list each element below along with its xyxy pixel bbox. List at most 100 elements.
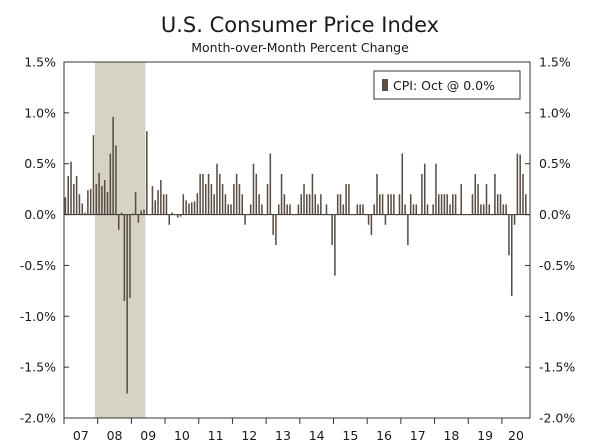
bar: [297, 204, 300, 215]
chart-subtitle: Month-over-Month Percent Change: [191, 40, 409, 55]
bar: [81, 203, 84, 215]
bar: [440, 194, 443, 215]
bar: [101, 186, 103, 215]
bar: [477, 184, 479, 215]
bar: [255, 173, 258, 215]
bar: [154, 200, 156, 215]
y-tick-label-left: 0.0%: [24, 207, 56, 222]
x-tick-label: 14: [309, 428, 325, 443]
bar: [199, 173, 201, 215]
bar: [494, 173, 496, 215]
bar: [480, 204, 482, 215]
bar: [505, 204, 507, 215]
y-tick-label-left: 1.0%: [24, 105, 56, 120]
bar: [249, 204, 252, 215]
bar: [193, 201, 196, 215]
bar: [348, 184, 350, 215]
bar: [359, 204, 361, 215]
bar: [160, 179, 162, 215]
x-tick-label: 18: [443, 428, 459, 443]
bar: [185, 200, 187, 215]
bar: [449, 204, 451, 215]
bar: [488, 204, 491, 215]
bar: [112, 116, 114, 215]
bar: [233, 184, 235, 215]
bar: [272, 214, 274, 235]
bar: [75, 175, 78, 215]
bar: [64, 197, 67, 215]
bar: [384, 214, 387, 225]
bar: [73, 184, 75, 215]
bar: [210, 184, 213, 215]
bar: [137, 214, 140, 223]
bar: [336, 194, 339, 215]
bar: [373, 204, 375, 215]
bar: [286, 204, 288, 215]
bar: [356, 204, 359, 215]
bar: [165, 194, 168, 215]
bar: [415, 204, 418, 215]
bar: [435, 163, 437, 215]
bar: [123, 214, 126, 302]
y-tick-label-right: -1.5%: [539, 360, 575, 375]
bar: [502, 204, 505, 215]
y-tick-label-right: -1.0%: [539, 309, 575, 324]
bar: [508, 214, 510, 256]
bar: [176, 214, 179, 218]
y-tick-label-left: -0.5%: [20, 258, 56, 273]
plot-frame: [63, 61, 531, 419]
bar: [204, 184, 207, 215]
bar: [70, 161, 72, 215]
bar: [499, 194, 502, 215]
bar: [513, 214, 516, 225]
bar: [196, 193, 199, 215]
y-tick-label-left: -1.5%: [20, 360, 56, 375]
axis-ticks: [63, 61, 530, 424]
bar: [269, 153, 272, 215]
bar: [241, 194, 244, 215]
bar: [404, 204, 406, 215]
bar: [275, 214, 277, 246]
bar: [525, 194, 527, 215]
bar: [376, 173, 378, 215]
bar: [157, 190, 159, 215]
axis-labels: 1.5% 1.5% 1.0% 1.0% 0.5% 0.5% 0.0% 0.0% -0.5% -0.…: [20, 55, 576, 444]
bar: [485, 184, 488, 215]
y-tick-label-right: 0.0%: [539, 207, 571, 222]
bar: [162, 194, 165, 215]
bar: [308, 194, 311, 215]
bar: [280, 173, 283, 215]
bar: [426, 204, 429, 215]
x-tick-label: 07: [73, 428, 89, 443]
bar: [146, 131, 148, 215]
bar: [437, 194, 440, 215]
bar: [367, 214, 370, 225]
bar: [120, 212, 123, 215]
legend-box: [373, 70, 521, 100]
bar: [238, 184, 241, 215]
bar: [235, 173, 238, 215]
x-tick-label: 11: [208, 428, 224, 443]
bar: [452, 194, 454, 215]
bar: [303, 184, 305, 215]
bar: [519, 154, 521, 215]
bar: [115, 145, 117, 215]
bar: [482, 204, 485, 215]
bar: [216, 163, 218, 215]
bar: [126, 214, 128, 394]
bar: [421, 173, 423, 215]
bar: [261, 204, 263, 215]
bar: [387, 194, 389, 215]
bar: [188, 203, 190, 215]
y-tick-label-left: -1.0%: [20, 309, 56, 324]
bar: [134, 192, 137, 215]
bar: [398, 194, 401, 215]
bar: [277, 204, 280, 215]
bar: [190, 202, 193, 215]
bar: [311, 173, 314, 215]
bar: [289, 204, 291, 215]
recession-shading: [94, 62, 146, 418]
x-tick-label: 19: [477, 428, 493, 443]
bar: [230, 204, 232, 215]
bar: [370, 214, 373, 235]
